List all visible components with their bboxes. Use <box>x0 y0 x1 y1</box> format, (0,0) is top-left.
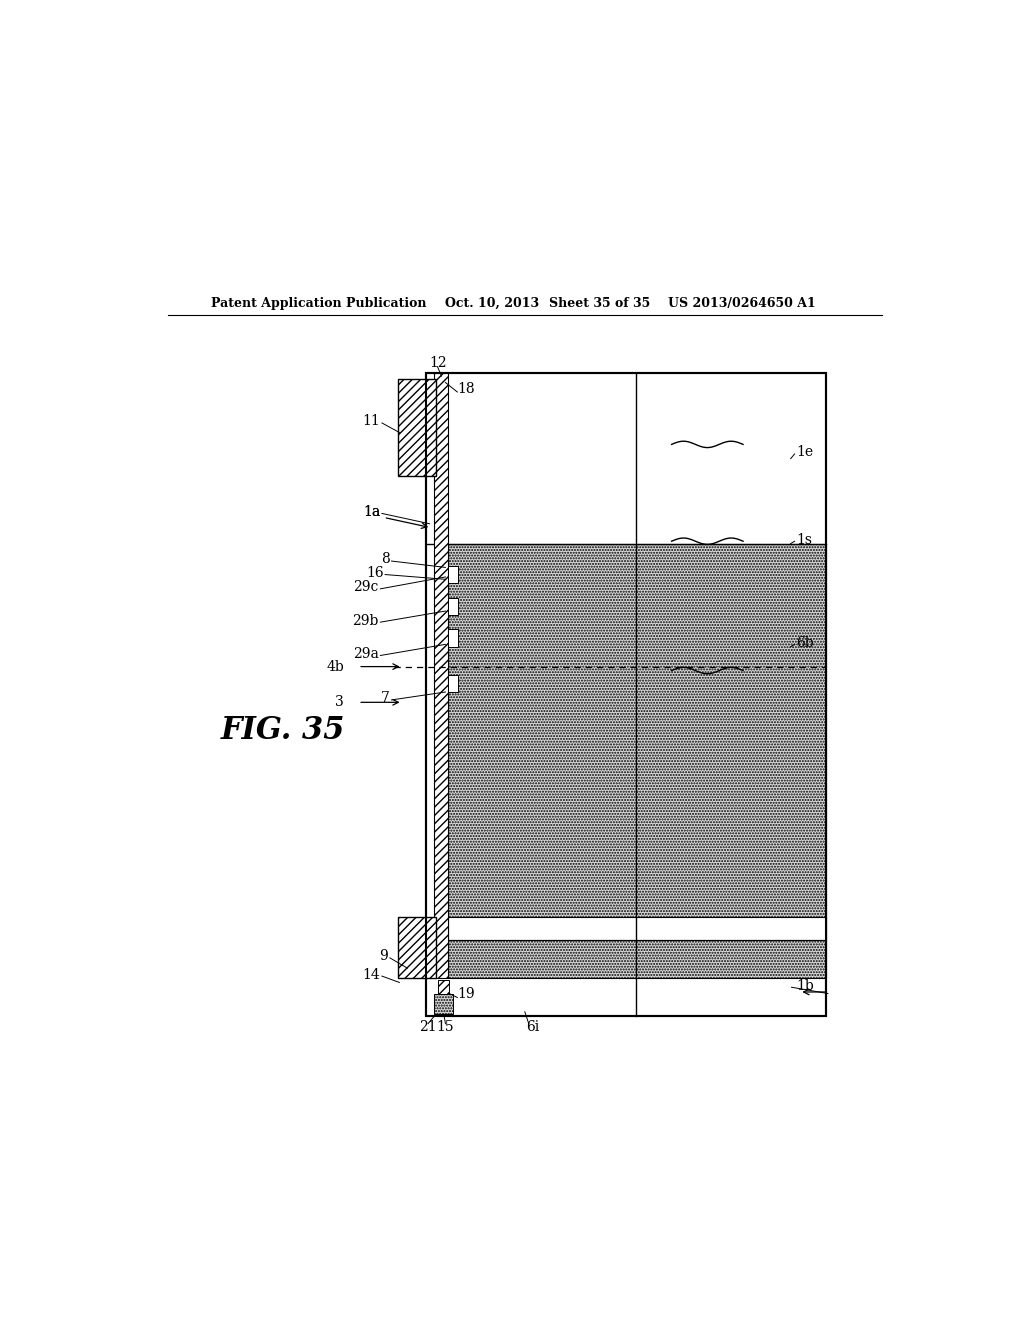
Text: 1a: 1a <box>364 504 380 519</box>
Bar <box>447 630 458 647</box>
Text: 6i: 6i <box>526 1020 540 1034</box>
Text: 1b: 1b <box>797 978 814 993</box>
Text: 19: 19 <box>458 987 475 1002</box>
Bar <box>447 598 458 615</box>
Bar <box>433 374 447 978</box>
Text: 12: 12 <box>430 356 447 371</box>
Bar <box>447 566 458 583</box>
Text: 1a: 1a <box>364 504 380 519</box>
Text: 29b: 29b <box>352 614 379 627</box>
Text: 3: 3 <box>335 696 344 709</box>
Text: 18: 18 <box>458 381 475 396</box>
Text: 1s: 1s <box>797 533 812 546</box>
Text: Sheet 35 of 35: Sheet 35 of 35 <box>549 297 650 310</box>
Text: 29a: 29a <box>353 647 379 661</box>
Text: 14: 14 <box>362 968 380 982</box>
Bar <box>447 544 826 940</box>
Bar <box>447 675 458 692</box>
Bar <box>447 940 826 978</box>
Text: 16: 16 <box>366 566 384 579</box>
Text: 15: 15 <box>436 1020 455 1034</box>
Text: Oct. 10, 2013: Oct. 10, 2013 <box>445 297 540 310</box>
Text: 8: 8 <box>381 553 390 566</box>
Text: 4b: 4b <box>326 660 344 673</box>
Bar <box>397 379 436 477</box>
Bar <box>426 374 826 1016</box>
Bar <box>426 374 826 1016</box>
Text: US 2013/0264650 A1: US 2013/0264650 A1 <box>668 297 815 310</box>
Text: 6b: 6b <box>797 636 814 649</box>
Text: 21: 21 <box>419 1020 437 1034</box>
Text: 7: 7 <box>381 692 390 705</box>
Bar <box>433 994 454 1014</box>
Text: Patent Application Publication: Patent Application Publication <box>211 297 427 310</box>
Bar <box>397 916 436 978</box>
Text: 11: 11 <box>362 413 380 428</box>
Text: 29c: 29c <box>353 581 379 594</box>
Bar <box>437 979 449 998</box>
Text: FIG. 35: FIG. 35 <box>220 714 345 746</box>
Text: 1e: 1e <box>797 445 813 459</box>
Text: 9: 9 <box>380 949 388 964</box>
Bar <box>447 916 826 940</box>
